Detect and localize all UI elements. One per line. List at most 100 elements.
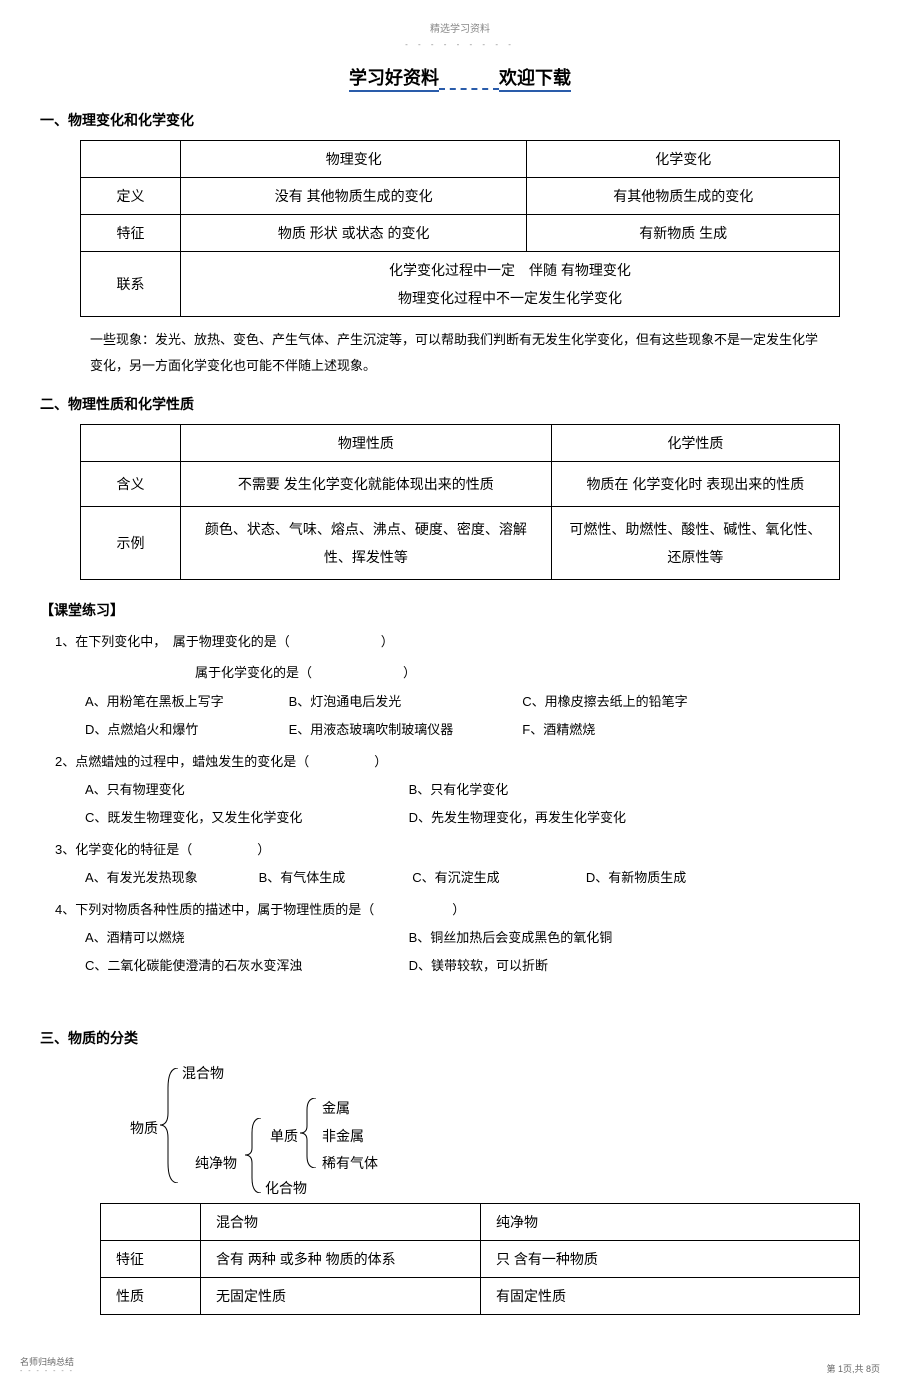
q3-opt-b: B、有气体生成	[259, 866, 409, 889]
table-cell	[81, 425, 181, 462]
q2-text: 2、点燃蜡烛的过程中，蜡烛发生的变化是（ ）	[55, 750, 880, 773]
table-cell: 物质 形状 或状态 的变化	[181, 215, 527, 252]
q4-opt-a: A、酒精可以燃烧	[85, 926, 405, 949]
title-dashed	[439, 68, 499, 90]
q1-sub: 属于化学变化的是（ ）	[195, 661, 880, 684]
table2: 物理性质 化学性质 含义 不需要 发生化学变化就能体现出来的性质 物质在 化学变…	[80, 424, 840, 580]
section1-note: 一些现象：发光、放热、变色、产生气体、产生沉淀等，可以帮助我们判断有无发生化学变…	[90, 327, 830, 379]
table-cell: 有固定性质	[481, 1277, 860, 1314]
title-right: 欢迎下载	[499, 68, 571, 92]
table-cell	[101, 1203, 201, 1240]
brace-icon	[300, 1098, 318, 1168]
table-cell	[81, 141, 181, 178]
table-row: 定义 没有 其他物质生成的变化 有其他物质生成的变化	[81, 178, 840, 215]
table-cell: 无固定性质	[201, 1277, 481, 1314]
table-row: 联系 化学变化过程中一定 伴随 有物理变化 物理变化过程中不一定发生化学变化	[81, 252, 840, 317]
footer-left: 名师归纳总结 - - - - - - -	[20, 1355, 74, 1375]
q1-text: 1、在下列变化中， 属于物理变化的是（ ）	[55, 630, 880, 653]
section3-heading: 三、物质的分类	[40, 1028, 880, 1048]
q2-opts-row2: C、既发生物理变化，又发生化学变化 D、先发生物理变化，再发生化学变化	[85, 806, 880, 829]
tree-sub2: 非金属	[322, 1126, 364, 1146]
q3-text: 3、化学变化的特征是（ ）	[55, 838, 880, 861]
q3-opts: A、有发光发热现象 B、有气体生成 C、有沉淀生成 D、有新物质生成	[85, 866, 880, 889]
section2-heading: 二、物理性质和化学性质	[40, 394, 880, 414]
table-row: 性质 无固定性质 有固定性质	[101, 1277, 860, 1314]
tree-root: 物质	[130, 1118, 158, 1138]
practice-title: 【课堂练习】	[40, 600, 880, 620]
main-title: 学习好资料 欢迎下载	[40, 64, 880, 90]
footer-right: 第 1页,共 8页	[826, 1362, 880, 1375]
tree-branch1: 混合物	[182, 1063, 224, 1083]
q4-opt-c: C、二氧化碳能使澄清的石灰水变浑浊	[85, 954, 405, 977]
q4-opts-row1: A、酒精可以燃烧 B、铜丝加热后会变成黑色的氧化铜	[85, 926, 880, 949]
table-cell: 物理性质	[181, 425, 552, 462]
tree-diagram: 物质 混合物 纯净物 单质 化合物 金属 非金属 稀有气体	[100, 1063, 880, 1193]
tree-sub1: 金属	[322, 1098, 350, 1118]
q2-opt-b: B、只有化学变化	[409, 782, 509, 797]
table-row: 物理性质 化学性质	[81, 425, 840, 462]
table-row: 含义 不需要 发生化学变化就能体现出来的性质 物质在 化学变化时 表现出来的性质	[81, 462, 840, 507]
table-cell: 性质	[101, 1277, 201, 1314]
brace-icon	[160, 1068, 180, 1183]
table-cell: 定义	[81, 178, 181, 215]
tree-sub-root: 单质	[270, 1126, 298, 1146]
table-cell: 物质在 化学变化时 表现出来的性质	[551, 462, 839, 507]
table-cell: 纯净物	[481, 1203, 860, 1240]
table-cell: 化学变化	[527, 141, 840, 178]
table-cell: 特征	[101, 1240, 201, 1277]
q1-opts-row1: A、用粉笔在黑板上写字 B、灯泡通电后发光 C、用橡皮擦去纸上的铅笔字	[85, 690, 880, 713]
q4-opt-b: B、铜丝加热后会变成黑色的氧化铜	[409, 930, 613, 945]
table-cell: 颜色、状态、气味、熔点、沸点、硬度、密度、溶解性、挥发性等	[181, 507, 552, 580]
brace-icon	[245, 1118, 263, 1193]
q1-opt-c: C、用橡皮擦去纸上的铅笔字	[522, 694, 687, 709]
section1-heading: 一、物理变化和化学变化	[40, 110, 880, 130]
q3-opt-c: C、有沉淀生成	[412, 866, 582, 889]
table-row: 物理变化 化学变化	[81, 141, 840, 178]
q4-text: 4、下列对物质各种性质的描述中，属于物理性质的是（ ）	[55, 898, 880, 921]
table-cell: 示例	[81, 507, 181, 580]
q2-opt-d: D、先发生物理变化，再发生化学变化	[409, 810, 626, 825]
table3: 混合物 纯净物 特征 含有 两种 或多种 物质的体系 只 含有一种物质 性质 无…	[100, 1203, 860, 1315]
table1: 物理变化 化学变化 定义 没有 其他物质生成的变化 有其他物质生成的变化 特征 …	[80, 140, 840, 317]
table-cell: 含义	[81, 462, 181, 507]
footer-left-dots: - - - - - - -	[20, 1368, 74, 1375]
q4-opt-d: D、镁带较软，可以折断	[409, 958, 548, 973]
table-cell: 含有 两种 或多种 物质的体系	[201, 1240, 481, 1277]
table-row: 特征 物质 形状 或状态 的变化 有新物质 生成	[81, 215, 840, 252]
q3-opt-a: A、有发光发热现象	[85, 866, 255, 889]
q1-opt-d: D、点燃焰火和爆竹	[85, 718, 285, 741]
q1-opts-row2: D、点燃焰火和爆竹 E、用液态玻璃吹制玻璃仪器 F、酒精燃烧	[85, 718, 880, 741]
tree-sub3: 稀有气体	[322, 1153, 378, 1173]
dots-header: - - - - - - - - -	[40, 40, 880, 49]
table-cell: 可燃性、助燃性、酸性、碱性、氧化性、还原性等	[551, 507, 839, 580]
tree-branch2: 纯净物	[195, 1153, 237, 1173]
table-cell: 化学性质	[551, 425, 839, 462]
table-cell: 只 含有一种物质	[481, 1240, 860, 1277]
footer-left-text: 名师归纳总结	[20, 1355, 74, 1368]
q1-opt-f: F、酒精燃烧	[522, 722, 595, 737]
merged-line1: 化学变化过程中一定 伴随 有物理变化	[193, 260, 827, 280]
table-cell: 没有 其他物质生成的变化	[181, 178, 527, 215]
top-header: 精选学习资料	[40, 20, 880, 35]
title-left: 学习好资料	[349, 68, 439, 92]
table-cell-merged: 化学变化过程中一定 伴随 有物理变化 物理变化过程中不一定发生化学变化	[181, 252, 840, 317]
q4-opts-row2: C、二氧化碳能使澄清的石灰水变浑浊 D、镁带较软，可以折断	[85, 954, 880, 977]
table-cell: 特征	[81, 215, 181, 252]
q1-opt-a: A、用粉笔在黑板上写字	[85, 690, 285, 713]
table-cell: 物理变化	[181, 141, 527, 178]
table-cell: 有新物质 生成	[527, 215, 840, 252]
tree-compound: 化合物	[265, 1178, 307, 1198]
table-cell: 有其他物质生成的变化	[527, 178, 840, 215]
q3-opt-d: D、有新物质生成	[586, 870, 686, 885]
table-cell: 联系	[81, 252, 181, 317]
q2-opt-c: C、既发生物理变化，又发生化学变化	[85, 806, 405, 829]
table-cell: 混合物	[201, 1203, 481, 1240]
q1-opt-e: E、用液态玻璃吹制玻璃仪器	[289, 718, 519, 741]
table-row: 混合物 纯净物	[101, 1203, 860, 1240]
table-row: 示例 颜色、状态、气味、熔点、沸点、硬度、密度、溶解性、挥发性等 可燃性、助燃性…	[81, 507, 840, 580]
q2-opt-a: A、只有物理变化	[85, 778, 405, 801]
q2-opts-row1: A、只有物理变化 B、只有化学变化	[85, 778, 880, 801]
q1-opt-b: B、灯泡通电后发光	[289, 690, 519, 713]
table-cell: 不需要 发生化学变化就能体现出来的性质	[181, 462, 552, 507]
table-row: 特征 含有 两种 或多种 物质的体系 只 含有一种物质	[101, 1240, 860, 1277]
